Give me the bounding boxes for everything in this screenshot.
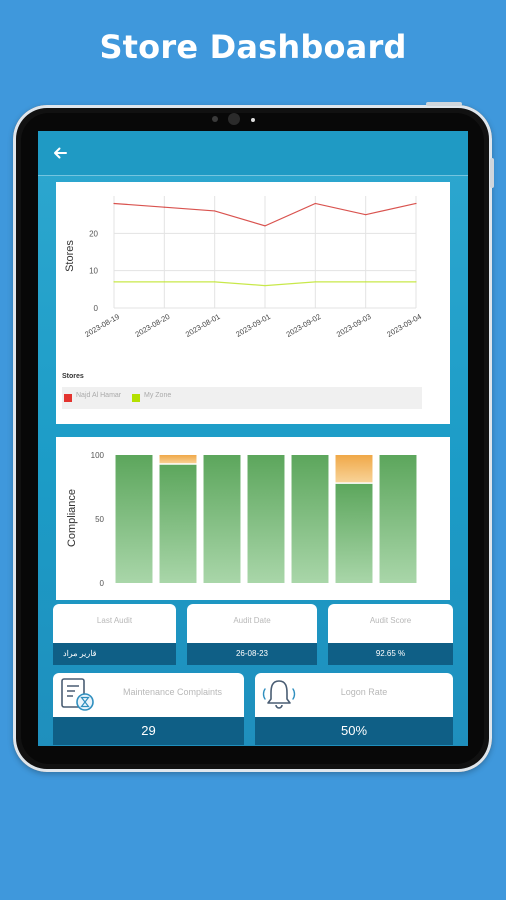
audit-date-value: 26-08-23 [187,643,317,665]
line-point [214,281,216,283]
bar-compliant [203,455,241,583]
legend: Najd Al Hamar My Zone [62,387,422,409]
app-bar-divider [38,175,468,176]
sensor-dot [251,118,255,122]
audit-date-card[interactable]: Audit Date 26-08-23 [187,604,317,665]
audit-score-title: Audit Score [369,616,412,625]
line-point [314,202,316,205]
bar-ytick-label: 100 [91,451,105,460]
line-xtick-label: 2023-09-02 [285,312,323,339]
line-xtick-label: 2023-09-04 [385,312,423,339]
bar-ytick-label: 0 [100,579,105,588]
app-bar [38,131,468,175]
audit-score-card[interactable]: Audit Score 92.65 % [328,604,453,665]
line-point [415,202,417,205]
audit-score-value: 92.65 % [328,643,453,665]
last-audit-title: Last Audit [96,616,133,625]
maintenance-complaints-title: Maintenance Complaints [123,687,223,697]
logon-rate-title: Logon Rate [340,687,388,697]
line-point [163,206,165,208]
line-point [264,285,266,287]
power-button [490,158,494,188]
line-chart-card: Stores 0 10 20 2023-08-19 2023-08-20 2023-08-… [56,182,450,424]
legend-swatch-myzone [132,394,140,402]
bar-compliant [291,455,329,583]
bar-noncompliant [335,455,373,484]
last-audit-card[interactable]: Last Audit قارير مراد [53,604,176,665]
camera-lens [228,113,240,125]
bar-ytick-label: 50 [95,515,104,524]
app-screen: Stores 0 10 20 2023-08-19 2023-08-20 2023-08-… [38,131,468,746]
line-point [163,281,165,283]
logon-rate-card[interactable]: Logon Rate 50% [255,673,453,745]
camera-dot [212,116,218,122]
bell-icon [262,680,296,709]
line-point [264,225,266,227]
volume-button [426,102,462,106]
line-point [365,214,367,216]
bar-compliant [335,483,373,583]
maintenance-complaints-value: 29 [53,717,244,745]
legend-swatch-najd [64,394,72,402]
line-xtick-label: 2023-09-01 [234,312,272,339]
line-ytick-label: 10 [89,267,98,276]
bar-chart-card: Compliance 0 50 100 [56,437,450,600]
bar-compliant [115,455,153,583]
line-xtick-label: 2023-08-20 [134,312,172,339]
last-audit-value: قارير مراد [53,643,176,665]
promo-title: Store Dashboard [99,28,407,66]
legend-title: Stores [62,373,84,380]
line-ytick-label: 20 [89,229,98,238]
line-point [113,202,115,205]
bar-noncompliant [159,455,197,464]
line-xtick-label: 2023-08-01 [184,312,222,339]
line-ytick-label: 0 [94,304,99,313]
bar-compliant [379,455,417,583]
back-arrow-icon[interactable] [50,143,70,163]
bar-chart: 0 50 100 [91,451,417,588]
maintenance-complaints-card[interactable]: Maintenance Complaints 29 [53,673,244,745]
line-xtick-label: 2023-09-03 [335,312,373,339]
bar-compliant [159,463,197,583]
line-point [365,281,367,283]
legend-label-najd: Najd Al Hamar [76,392,122,399]
line-point [113,281,115,283]
line-chart: 0 10 20 2023-08-19 2023-08-20 2023-08-01 2023-… [83,196,423,339]
clipboard-hourglass-icon [61,678,94,711]
audit-date-title: Audit Date [233,616,271,625]
bar-compliant [247,455,285,583]
line-point [214,210,216,212]
logon-rate-value: 50% [255,717,453,745]
legend-label-myzone: My Zone [144,392,172,399]
line-point [415,281,417,283]
line-xtick-label: 2023-08-19 [83,312,121,339]
line-point [314,281,316,283]
